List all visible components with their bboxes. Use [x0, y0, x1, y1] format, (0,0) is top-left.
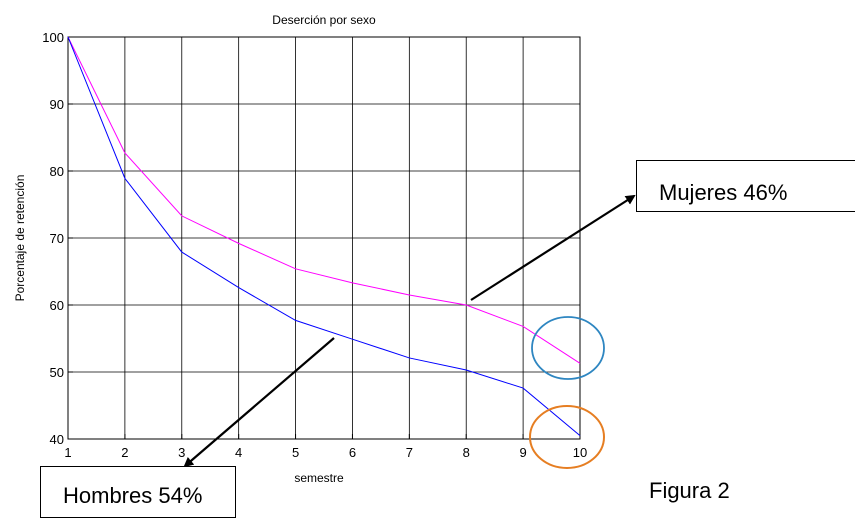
y-tick-label: 80 — [50, 164, 64, 179]
x-tick-label: 9 — [519, 445, 526, 460]
highlight-circle-lower — [529, 405, 605, 469]
y-tick-label: 60 — [50, 298, 64, 313]
mujeres-arrow — [470, 194, 636, 301]
mujeres-callout: Mujeres 46% — [636, 160, 855, 212]
y-axis-label: Porcentaje de retención — [13, 175, 27, 302]
y-tick-label: 100 — [42, 30, 64, 45]
annotation-overlays — [183, 194, 636, 469]
y-tick-label: 90 — [50, 97, 64, 112]
y-tick-label: 70 — [50, 231, 64, 246]
figure-caption: Figura 2 — [649, 478, 730, 503]
mujeres-callout-text: Mujeres 46% — [659, 180, 788, 205]
series-line-hombres — [67, 36, 581, 437]
series-lines — [67, 36, 581, 437]
x-tick-label: 10 — [573, 445, 587, 460]
x-tick-label: 3 — [178, 445, 185, 460]
y-tick-label: 40 — [50, 432, 64, 447]
x-axis-label: semestre — [294, 471, 344, 485]
series-line-mujeres — [67, 36, 581, 364]
x-tick-label: 8 — [463, 445, 470, 460]
axis-ticks: 1 2 3 4 5 6 7 8 9 10 40 50 60 70 80 90 100 — [42, 30, 587, 460]
x-tick-label: 1 — [64, 445, 71, 460]
y-tick-label: 50 — [50, 365, 64, 380]
hombres-callout: Hombres 54% — [40, 466, 236, 518]
x-tick-label: 4 — [235, 445, 242, 460]
x-tick-label: 2 — [121, 445, 128, 460]
x-tick-label: 7 — [406, 445, 413, 460]
highlight-circle-upper — [531, 316, 605, 380]
grid-lines — [68, 37, 580, 439]
hombres-arrow — [183, 337, 335, 468]
chart-title: Deserción por sexo — [272, 13, 376, 27]
hombres-callout-text: Hombres 54% — [63, 483, 203, 508]
x-tick-label: 5 — [292, 445, 299, 460]
x-tick-label: 6 — [349, 445, 356, 460]
